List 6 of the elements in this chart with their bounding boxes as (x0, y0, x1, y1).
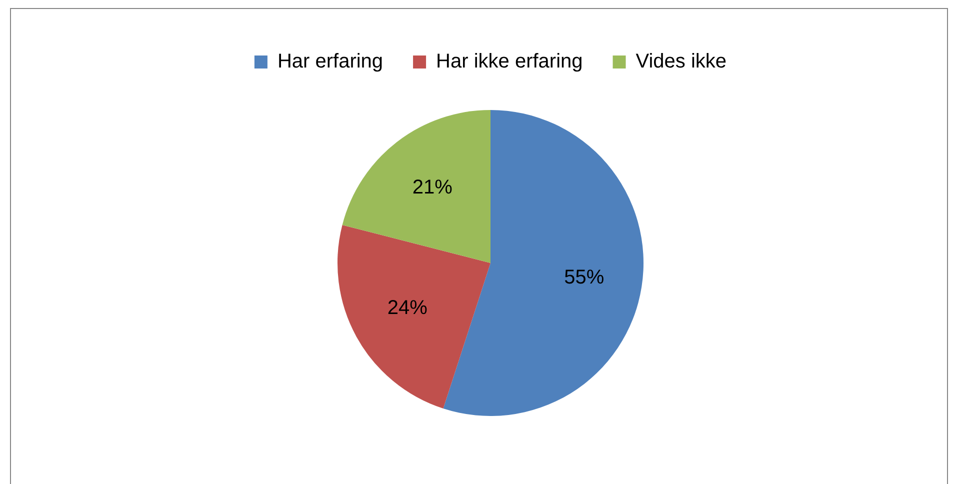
data-label: 24% (387, 297, 428, 320)
legend-label: Vides ikke (636, 50, 727, 73)
legend-label: Har ikke erfaring (436, 50, 583, 73)
data-label: 21% (412, 176, 453, 199)
data-label: 55% (564, 266, 604, 288)
legend-label: Har erfaring (277, 50, 384, 73)
